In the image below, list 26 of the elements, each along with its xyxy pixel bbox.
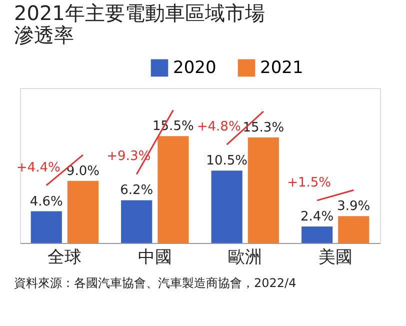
x-tick-label: 歐洲 xyxy=(228,248,262,268)
data-label: 15.3% xyxy=(242,120,284,136)
bar xyxy=(338,216,370,243)
bar xyxy=(302,226,333,243)
chart-title: 2021年主要電動車區域市場滲透率 xyxy=(14,1,265,47)
source-note: 資料來源：各國汽車協會、汽車製造商協會，2022/4 xyxy=(14,276,296,290)
bar xyxy=(248,137,279,243)
annotation: +4.4% xyxy=(16,160,60,176)
bar xyxy=(30,211,62,243)
bar xyxy=(67,180,98,243)
data-label: 2.4% xyxy=(300,209,334,224)
bar xyxy=(121,200,152,243)
data-label: 6.2% xyxy=(120,183,154,198)
legend-label: 2021 xyxy=(260,58,304,78)
bar xyxy=(211,170,242,243)
data-label: 3.9% xyxy=(337,199,370,214)
x-tick-label: 全球 xyxy=(48,248,82,268)
x-tick-label: 中國 xyxy=(138,248,172,268)
data-label: 4.6% xyxy=(30,194,63,210)
x-tick-label: 美國 xyxy=(318,248,352,268)
bar xyxy=(158,136,189,243)
annotation: +1.5% xyxy=(287,175,332,190)
legend-label: 2020 xyxy=(173,58,216,78)
text: +4.8% xyxy=(196,120,241,135)
data-label: 10.5% xyxy=(206,154,248,169)
data-label: 9.0% xyxy=(66,164,100,179)
